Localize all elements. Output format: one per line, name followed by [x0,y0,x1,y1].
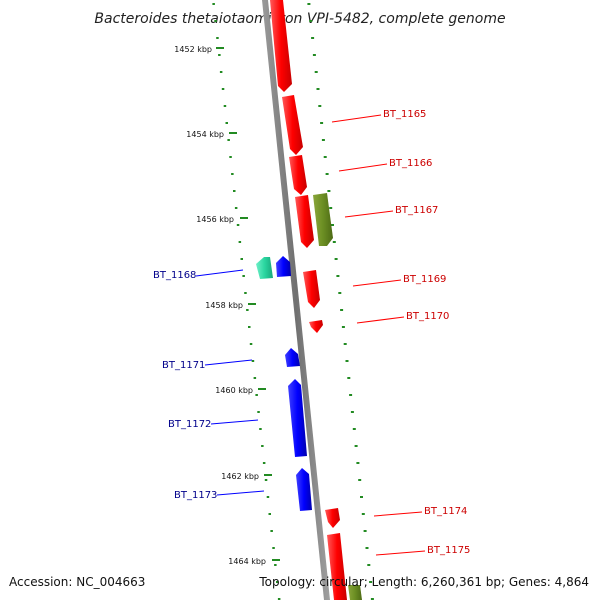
gene-label-bt-1172[interactable]: BT_1172 [168,419,259,430]
kbp-marker: 1460 kbp [215,386,266,395]
gene-arrow-bt-1174[interactable] [325,508,340,528]
kbp-label: 1460 kbp [215,386,253,395]
gene-arrow[interactable] [276,256,291,277]
callout-line [356,316,405,324]
gene-label-bt-1170[interactable]: BT_1170 [356,311,449,324]
gene-label-bt-1175[interactable]: BT_1175 [375,545,470,556]
gene-arrow-bt-1168[interactable] [256,257,273,279]
callout-line [375,550,426,556]
genome-title: Bacteroides thetaiotaomicron VPI-5482, c… [94,11,505,27]
gene-label-bt-1166[interactable]: BT_1166 [338,158,432,172]
gene-label-text: BT_1168 [153,270,196,281]
kbp-label: 1462 kbp [221,472,259,481]
gene-arrow-bt-1175[interactable] [327,533,347,600]
gene-label-text: BT_1173 [174,490,217,501]
gene-label-bt-1174[interactable]: BT_1174 [373,506,467,517]
outer-minor-ticks [307,3,374,600]
gene-label-bt-1167[interactable]: BT_1167 [344,205,438,218]
gene-label-bt-1165[interactable]: BT_1165 [331,109,426,123]
gene-label-text: BT_1174 [424,506,467,517]
gene-label-bt-1171[interactable]: BT_1171 [162,359,253,371]
forward-gene-labels: BT_1165 BT_1166 BT_1167 BT_1169 BT_1170 … [331,109,470,556]
callout-line [344,210,394,218]
callout-line [373,511,423,517]
gene-arrow-bt-1170[interactable] [309,320,323,333]
gene-label-bt-1168[interactable]: BT_1168 [153,269,244,281]
gene-label-text: BT_1170 [406,311,449,322]
gene-arrow-bt-1167[interactable] [295,195,314,248]
gene-label-text: BT_1167 [395,205,438,216]
rna-gene-arrow[interactable] [313,193,333,246]
kbp-marker: 1452 kbp [174,45,224,54]
gene-label-text: BT_1169 [403,274,446,285]
rna-gene-arrow[interactable] [348,585,362,600]
kbp-marker: 1454 kbp [186,130,237,139]
callout-line [195,269,244,277]
callout-line [352,279,402,287]
kbp-marker: 1456 kbp [196,215,248,224]
kbp-marker: 1464 kbp [228,557,280,566]
gene-arrow-bt-1173[interactable] [296,468,312,511]
gene-arrow-bt-1165[interactable] [282,95,303,155]
gene-arrow-bt-1172[interactable] [288,379,307,457]
reverse-gene-labels: BT_1168 BT_1171 BT_1172 BT_1173 [153,269,265,501]
reverse-strand-genes [256,256,312,511]
callout-line [338,163,388,172]
gene-label-text: BT_1166 [389,158,432,169]
gene-label-bt-1173[interactable]: BT_1173 [174,490,265,501]
genome-backbone [262,0,330,600]
kbp-label: 1458 kbp [205,301,243,310]
callout-line [204,359,253,366]
kbp-marker: 1458 kbp [205,301,256,310]
gene-label-text: BT_1171 [162,360,205,371]
kbp-marker: 1462 kbp [221,472,272,481]
callout-line [331,114,382,123]
kbp-label: 1452 kbp [174,45,212,54]
kbp-label: 1454 kbp [186,130,224,139]
gene-label-bt-1169[interactable]: BT_1169 [352,274,446,287]
gene-arrow-bt-1166[interactable] [289,155,307,195]
kbp-label: 1456 kbp [196,215,234,224]
gene-label-text: BT_1165 [383,109,426,120]
accession-text: Accession: NC_004663 [9,575,145,589]
gene-arrow-bt-1169[interactable] [303,270,320,308]
callout-line [216,490,265,496]
inner-kbp-ruler: 1452 kbp 1454 kbp 1456 kbp 1458 kbp 1460… [174,3,281,600]
forward-strand-genes [270,0,362,600]
gene-label-text: BT_1175 [427,545,470,556]
gene-label-text: BT_1172 [168,419,211,430]
kbp-label: 1464 kbp [228,557,266,566]
gene-arrow[interactable] [270,0,292,92]
gene-arrow-bt-1171[interactable] [285,348,300,367]
callout-line [210,419,259,425]
backbone-line [262,0,330,600]
topology-text: Topology: circular; Length: 6,260,361 bp… [258,575,589,589]
inner-minor-ticks [212,3,281,600]
